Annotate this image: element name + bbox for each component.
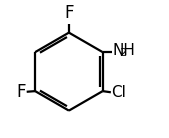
Text: F: F (64, 4, 74, 22)
Text: NH: NH (112, 43, 135, 58)
Text: F: F (16, 83, 25, 101)
Text: Cl: Cl (112, 85, 126, 100)
Text: 2: 2 (120, 48, 127, 58)
